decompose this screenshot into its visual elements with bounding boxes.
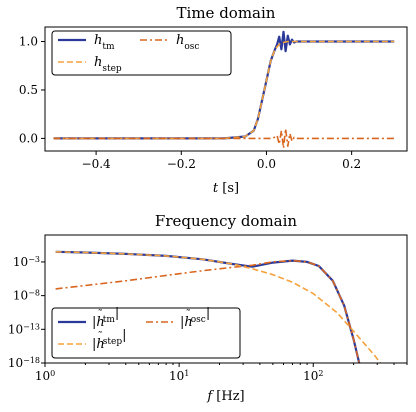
legend: htm hstep hosc xyxy=(51,30,232,76)
y-tick-label: 0.0 xyxy=(19,131,38,145)
series-line-h-osc xyxy=(55,259,360,363)
legend-label-step: hstep xyxy=(94,55,122,74)
x-axis-label: f [Hz] xyxy=(206,389,244,404)
x-tick-label: −0.4 xyxy=(82,157,112,171)
chart-title: Time domain xyxy=(177,4,276,22)
legend-label-osc: |h˜osc| xyxy=(180,306,210,330)
plot-frame xyxy=(44,26,408,152)
x-tick-label: 0.2 xyxy=(342,157,361,171)
series-group xyxy=(53,30,395,149)
x-axis-label: t [s] xyxy=(213,181,239,196)
legend-label-osc: hosc xyxy=(176,33,199,52)
legend-label-step: |h˜step| xyxy=(92,328,126,352)
frequency-domain-panel: Frequency domain 100 101 102 10−18 10−13 10−8 1… xyxy=(8,212,408,404)
series-line-h-tm xyxy=(53,30,395,140)
legend-label-tm: |h˜tm| xyxy=(92,306,119,330)
y-tick-label: 1.0 xyxy=(19,35,38,49)
series-line-h-step xyxy=(55,251,382,363)
legend-label-tm: htm xyxy=(94,33,115,52)
y-tick-label: 10−13 xyxy=(8,322,40,337)
chart-title: Frequency domain xyxy=(155,212,297,230)
y-tick-label: 10−8 xyxy=(13,288,40,303)
y-tick-label: 10−3 xyxy=(13,254,40,269)
series-group xyxy=(55,250,382,363)
x-tick-label: −0.2 xyxy=(167,157,196,171)
series-line-h-osc xyxy=(53,127,395,149)
time-domain-panel: Time domain −0.4 −0.2 0.0 0.2 0.0 0.5 1.0 t [s] h… xyxy=(19,4,408,196)
x-tick-label: 100 xyxy=(35,369,55,384)
legend: |h˜tm||h˜step| |h˜osc| xyxy=(51,306,241,359)
x-tick-label: 102 xyxy=(303,369,323,384)
y-tick-label: 10−18 xyxy=(8,356,40,371)
x-tick-label: 101 xyxy=(169,369,189,384)
x-tick-label: 0.0 xyxy=(257,157,276,171)
legend-box xyxy=(51,307,241,359)
y-tick-label: 0.5 xyxy=(19,83,38,97)
plot-frame xyxy=(44,234,408,364)
series-line-h-step xyxy=(53,40,395,140)
legend-box xyxy=(51,30,232,76)
